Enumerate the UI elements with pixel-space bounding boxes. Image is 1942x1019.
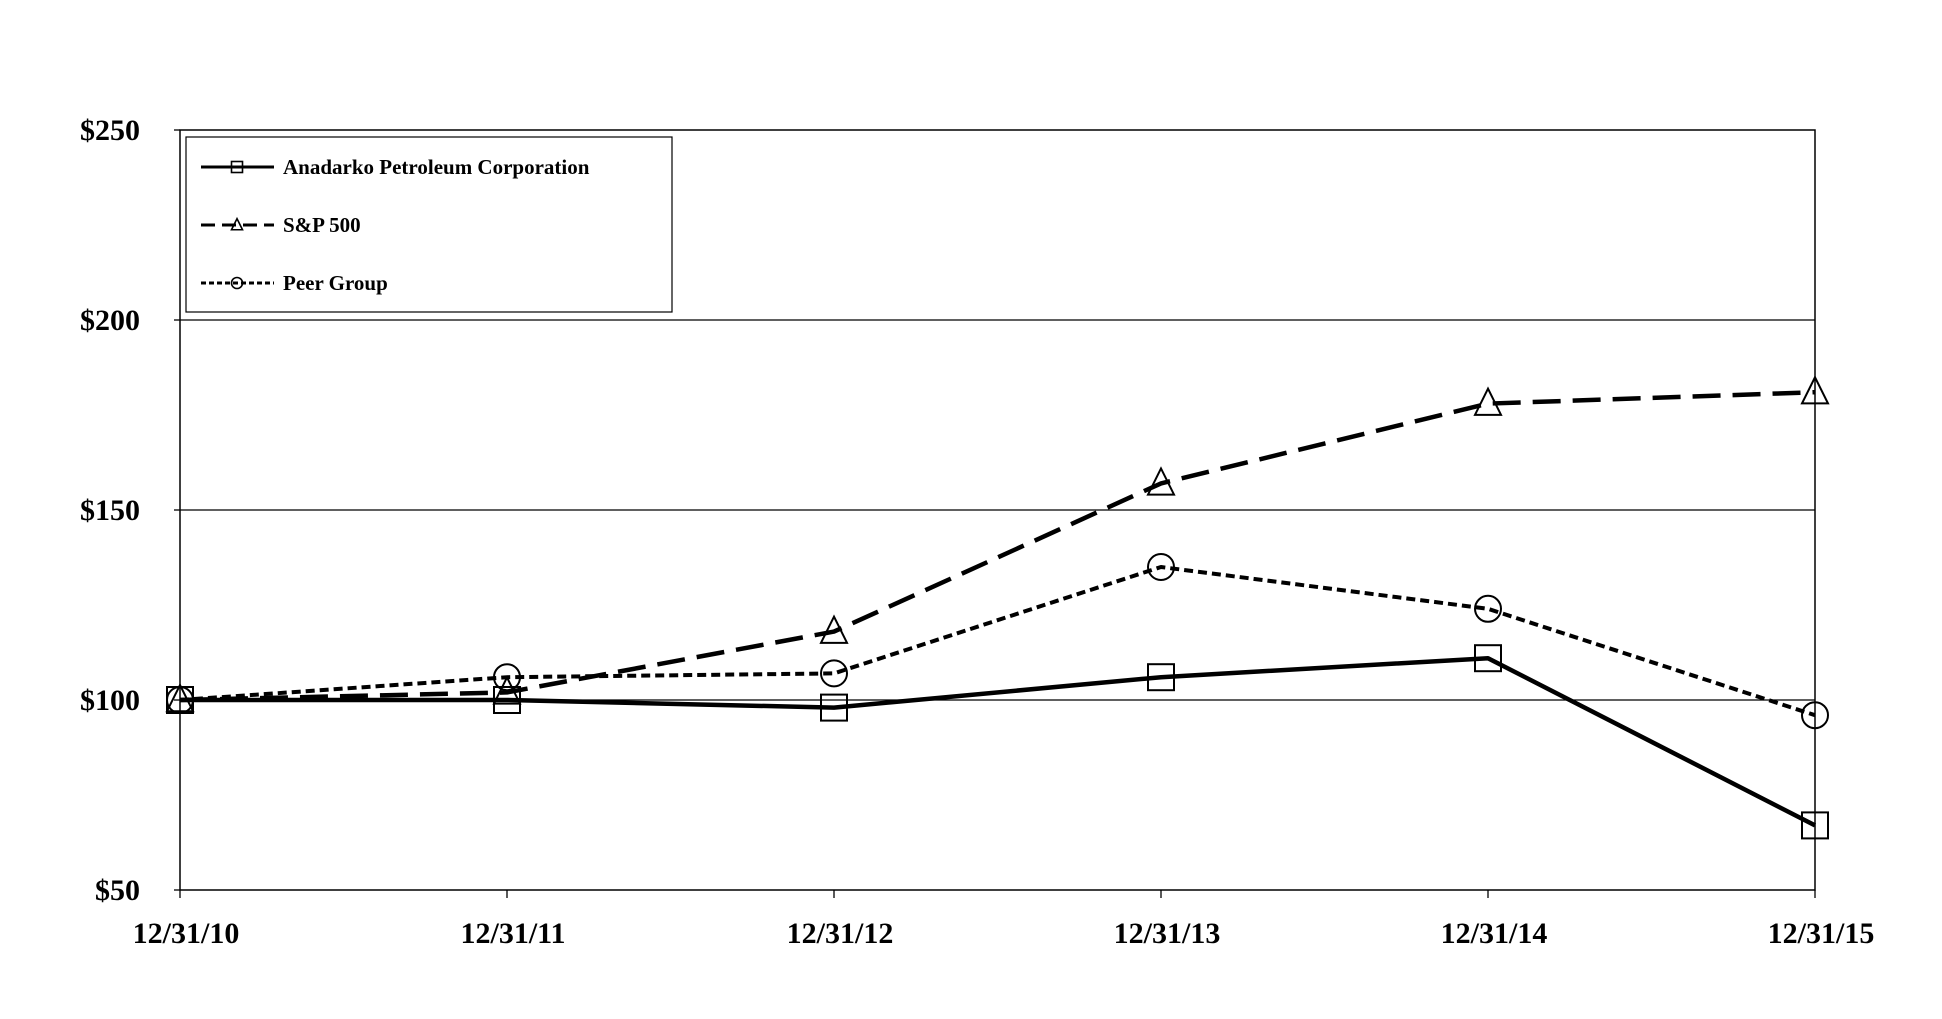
series-triangle: [165, 375, 1830, 713]
legend-marker: [230, 216, 244, 231]
grid-lines: [180, 319, 1815, 701]
data-point: [1801, 701, 1829, 730]
data-point: [493, 663, 521, 692]
data-point: [166, 686, 194, 714]
legend-label: Anadarko Petroleum Corporation: [283, 155, 590, 179]
series-line: [180, 655, 1817, 828]
data-point: [1800, 375, 1830, 405]
legend-entry: S&P 500: [201, 213, 361, 237]
data-point: [1474, 644, 1502, 673]
x-axis: 12/31/10 12/31/11 12/31/12 12/31/13 12/31/14…: [133, 890, 1875, 950]
series-line: [179, 565, 1816, 718]
data-point: [1801, 811, 1829, 840]
legend-entry: Peer Group: [201, 271, 388, 295]
y-axis: $50 $100 $150 $200 $250: [80, 114, 180, 907]
legend-marker: [230, 160, 244, 174]
legend: Anadarko Petroleum Corporation S&P 500 Pee…: [185, 136, 673, 313]
y-tick-label: $150: [80, 494, 140, 527]
data-point: [1147, 553, 1175, 581]
y-tick-label: $50: [95, 874, 140, 907]
legend-marker: [230, 276, 244, 290]
data-point: [1146, 466, 1176, 496]
data-point: [1473, 386, 1503, 416]
data-point: [492, 675, 522, 705]
series-line: [179, 389, 1816, 703]
data-point: [1474, 594, 1502, 623]
data-point: [820, 659, 848, 688]
series-layer: [165, 375, 1830, 840]
data-point: [493, 686, 521, 714]
x-tick-label: 12/31/14: [1441, 917, 1548, 950]
data-point: [819, 614, 849, 644]
y-tick-label: $200: [80, 304, 140, 337]
legend-label: Peer Group: [283, 271, 388, 295]
x-tick-label: 12/31/11: [460, 917, 565, 950]
series-square: [166, 644, 1829, 840]
x-tick-label: 12/31/13: [1114, 917, 1221, 950]
x-tick-label: 12/31/10: [133, 917, 240, 950]
y-tick-label: $100: [80, 684, 140, 717]
legend-entry: Anadarko Petroleum Corporation: [201, 155, 590, 179]
y-tick-label: $250: [80, 114, 140, 147]
data-point: [1147, 663, 1175, 692]
x-tick-label: 12/31/12: [787, 917, 894, 950]
x-tick-label: 12/31/15: [1768, 917, 1875, 950]
data-point: [820, 693, 848, 722]
legend-label: S&P 500: [283, 213, 361, 237]
